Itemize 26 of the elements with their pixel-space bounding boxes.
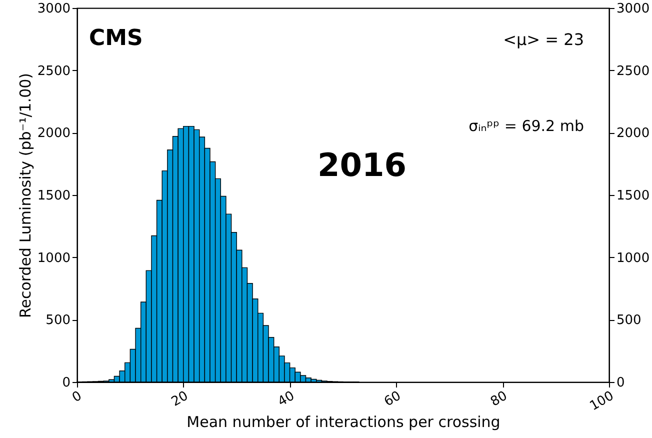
x-tick-label: 20 [169,388,191,410]
y-tick-label: 2000 [37,126,70,142]
x-tick-label: 100 [588,388,616,414]
y2-tick-label: 1000 [616,250,650,266]
annotation: σᵢₙᵖᵖ = 69.2 mb [468,117,584,135]
y-tick-label: 500 [46,313,70,328]
y-tick-label: 2500 [37,64,70,79]
x-tick-label: 60 [382,388,404,410]
annotation: <μ> = 23 [503,30,584,49]
annotation: 2016 [317,146,407,184]
y2-tick-label: 2000 [616,126,650,142]
x-tick-label: 0 [70,388,84,406]
y-tick-label: 3000 [37,2,70,16]
x-tick-label: 80 [488,388,510,410]
y2-tick-label: 1500 [616,188,650,204]
y2-tick-label: 0 [616,376,625,390]
y2-tick-label: 3000 [616,2,650,16]
y-tick-label: 1500 [37,188,70,204]
y-tick-label: 0 [62,376,70,390]
x-axis-title: Mean number of interactions per crossing [186,413,500,432]
y-axis-title: Recorded Luminosity (pb⁻¹/1.00) [16,72,34,318]
annotation: CMS [89,26,143,51]
y-tick-label: 1000 [37,250,70,266]
y2-tick-label: 2500 [616,64,650,79]
x-tick-label: 40 [275,388,298,410]
y2-tick-label: 500 [616,313,642,328]
